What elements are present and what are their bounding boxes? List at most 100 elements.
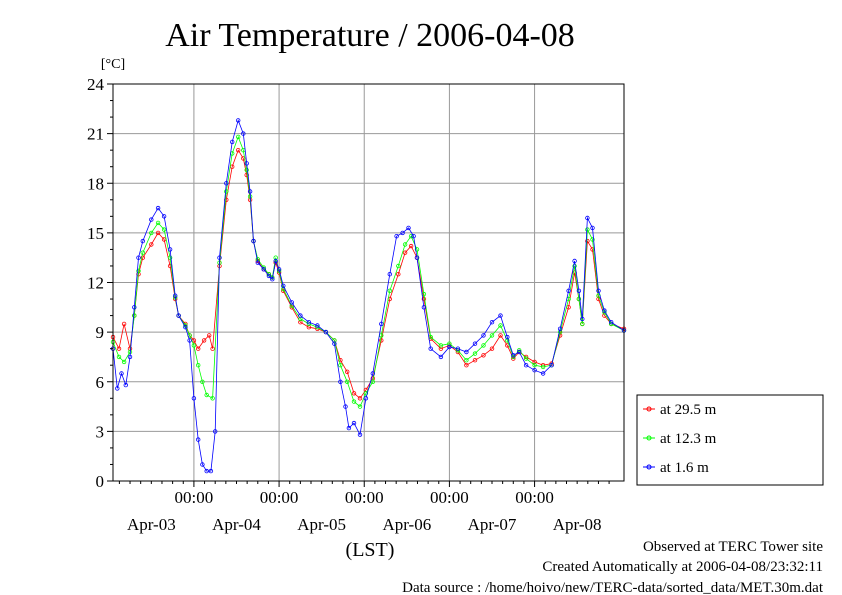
data-point <box>161 214 167 219</box>
y-tick-label: 15 <box>87 224 104 243</box>
data-point <box>580 316 585 322</box>
data-point <box>357 404 363 409</box>
data-point <box>402 242 408 247</box>
data-point <box>406 225 411 231</box>
data-point <box>298 313 303 318</box>
data-point <box>590 225 595 231</box>
data-point <box>270 277 275 282</box>
data-point <box>276 267 282 272</box>
data-point <box>161 227 167 232</box>
data-point <box>235 134 241 140</box>
data-point <box>557 326 563 331</box>
data-point <box>123 382 128 388</box>
x-date-label: Apr-03 <box>127 515 176 534</box>
data-point <box>464 358 469 363</box>
data-point <box>140 250 145 255</box>
y-tick-label: 3 <box>96 422 105 441</box>
data-point <box>414 247 420 252</box>
data-point <box>481 343 486 348</box>
data-point <box>195 363 201 368</box>
data-point <box>357 396 363 401</box>
data-point <box>155 205 161 211</box>
data-point <box>210 396 215 401</box>
data-point <box>167 247 173 252</box>
data-point <box>155 220 161 226</box>
data-point <box>411 233 416 239</box>
y-tick-label: 21 <box>87 125 104 144</box>
data-point <box>244 167 249 173</box>
data-point <box>387 288 392 293</box>
data-point <box>206 333 212 338</box>
y-tick-label: 18 <box>87 174 104 193</box>
data-point <box>523 363 529 368</box>
legend-label: at 1.6 m <box>660 460 709 476</box>
y-tick-label: 9 <box>96 323 105 342</box>
data-point <box>127 354 133 360</box>
data-point <box>255 260 260 265</box>
data-point <box>224 181 229 186</box>
data-point <box>149 217 154 222</box>
data-point <box>136 268 141 274</box>
data-point <box>116 346 122 351</box>
data-point <box>251 238 256 244</box>
data-point <box>338 358 343 363</box>
data-point <box>351 420 357 426</box>
data-point <box>540 364 546 370</box>
data-point <box>402 250 408 255</box>
x-date-label: Apr-07 <box>468 515 517 534</box>
data-point <box>357 432 363 437</box>
data-point <box>176 313 181 318</box>
legend-box <box>636 394 824 486</box>
data-point <box>172 293 178 298</box>
x-tick-label: 00:00 <box>260 488 299 507</box>
data-point <box>306 320 312 325</box>
data-point <box>273 258 278 264</box>
data-point <box>489 320 495 325</box>
data-point <box>489 346 495 351</box>
x-axis-label: (LST) <box>346 539 395 561</box>
axes: 0 3 6 9 12 15 18 21 24 00:00 00:00 00:00 00:00 00:00 A… <box>87 75 610 534</box>
data-point <box>289 300 294 305</box>
data-point <box>414 255 420 260</box>
data-point <box>400 230 405 236</box>
data-point <box>140 255 145 260</box>
data-point <box>408 233 414 239</box>
chart-title: Air Temperature / 2006-04-08 <box>165 17 575 54</box>
x-date-label: Apr-04 <box>212 515 261 534</box>
x-date-label: Apr-06 <box>382 515 431 534</box>
data-point <box>572 263 577 269</box>
footer-site: Observed at TERC Tower site <box>643 539 823 555</box>
data-point <box>498 333 503 338</box>
legend-label: at 12.3 m <box>660 431 717 447</box>
data-point <box>167 255 173 260</box>
data-point <box>235 147 241 153</box>
data-point <box>261 267 266 272</box>
x-tick-label: 00:00 <box>515 488 554 507</box>
data-point <box>447 344 452 350</box>
data-point <box>187 338 192 343</box>
data-point <box>438 343 444 348</box>
data-point <box>370 371 375 376</box>
data-point <box>396 263 401 269</box>
data-point <box>244 161 249 166</box>
y-tick-label: 12 <box>87 274 104 293</box>
data-point <box>576 288 582 293</box>
data-point <box>421 296 427 302</box>
data-point <box>140 238 145 244</box>
x-date-label: Apr-08 <box>553 515 602 534</box>
legend-label: at 29.5 m <box>660 402 717 418</box>
data-point <box>472 351 478 356</box>
data-point <box>346 425 352 431</box>
data-point <box>576 296 582 302</box>
data-point <box>116 354 122 360</box>
data-point <box>332 341 337 346</box>
data-point <box>132 305 137 310</box>
legend-swatch-marker <box>646 435 652 441</box>
data-point <box>315 323 320 328</box>
data-point <box>338 379 343 384</box>
data-point <box>428 346 433 351</box>
data-point <box>200 379 205 384</box>
data-point <box>566 288 571 293</box>
data-point <box>408 243 414 249</box>
